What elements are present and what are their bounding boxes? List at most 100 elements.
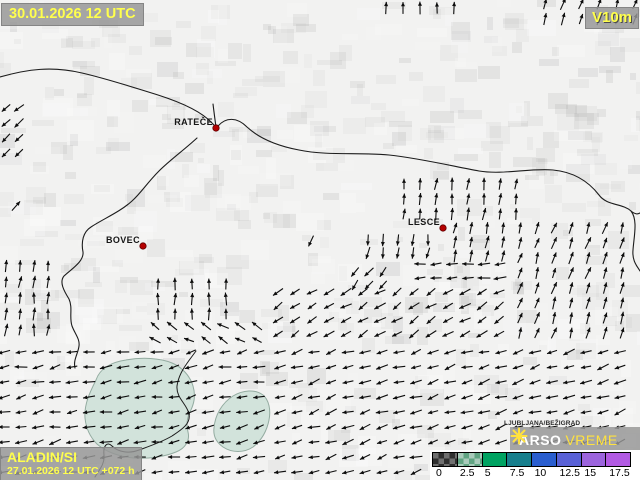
variable-label: V10m xyxy=(591,9,632,26)
legend-label: 0 xyxy=(436,467,442,479)
wind-arrow xyxy=(365,246,371,260)
wind-arrow xyxy=(461,365,473,370)
wind-arrow xyxy=(410,468,422,476)
wind-arrow xyxy=(15,379,27,385)
wind-arrow xyxy=(620,297,625,309)
wind-arrow xyxy=(359,350,371,355)
wind-arrow xyxy=(494,395,508,400)
wind-arrow xyxy=(31,350,45,355)
wind-arrow xyxy=(478,364,490,370)
wind-arrow xyxy=(219,395,231,400)
wind-arrow xyxy=(494,262,506,267)
wind-arrow xyxy=(151,425,163,430)
wind-arrow xyxy=(430,262,442,267)
wind-arrow xyxy=(342,380,354,385)
wind-arrow xyxy=(323,288,335,296)
wind-arrow xyxy=(307,302,317,310)
wind-arrow xyxy=(427,349,439,355)
wind-arrow xyxy=(149,336,161,344)
wind-arrow xyxy=(459,317,471,323)
wind-arrow xyxy=(409,395,423,400)
wind-arrow xyxy=(253,395,265,400)
wind-arrow xyxy=(514,193,519,205)
wind-arrow xyxy=(585,327,591,339)
wind-arrow xyxy=(461,440,473,445)
wind-arrow xyxy=(410,439,422,445)
wind-arrow xyxy=(350,267,360,277)
wind-arrow xyxy=(559,0,566,11)
wind-arrow xyxy=(444,349,456,355)
wind-arrow xyxy=(168,470,180,475)
wind-arrow xyxy=(534,327,540,339)
wind-arrow xyxy=(602,237,608,249)
wind-arrow xyxy=(325,408,337,416)
wind-arrow xyxy=(498,208,503,220)
wind-arrow xyxy=(11,201,21,211)
wind-arrow xyxy=(495,349,507,355)
wind-arrow xyxy=(273,330,283,338)
datetime-stamp: 30.01.2026 12 UTC xyxy=(1,3,144,26)
wind-arrow xyxy=(462,262,474,266)
wind-arrow xyxy=(550,327,558,339)
stations-layer xyxy=(139,124,447,250)
wind-arrow xyxy=(359,395,371,400)
wind-arrow xyxy=(14,133,24,143)
wind-arrow xyxy=(444,439,456,445)
wind-arrow xyxy=(99,364,113,370)
wind-arrow xyxy=(580,410,592,415)
wind-arrow xyxy=(234,321,246,331)
station-dot xyxy=(212,124,220,132)
wind-arrow xyxy=(151,379,163,385)
wind-arrow xyxy=(418,192,423,206)
wind-arrow xyxy=(323,302,335,310)
wind-arrow xyxy=(216,323,230,329)
legend-cell xyxy=(457,453,483,466)
wind-arrow xyxy=(380,233,385,247)
wind-arrow xyxy=(1,103,11,113)
speed-areas-layer xyxy=(84,357,271,459)
wind-arrow xyxy=(202,394,214,400)
wind-arrow xyxy=(202,364,214,370)
wind-arrow xyxy=(477,393,491,401)
wind-arrow xyxy=(602,312,608,324)
wind-arrow xyxy=(494,315,504,325)
wind-arrow xyxy=(485,222,490,234)
wind-arrow xyxy=(116,380,130,385)
wind-arrow xyxy=(418,208,423,220)
wind-arrow xyxy=(495,423,507,431)
wind-arrow xyxy=(569,237,574,249)
wind-arrow xyxy=(358,301,368,311)
wind-arrow xyxy=(427,378,439,386)
wind-arrow xyxy=(340,287,352,297)
wind-arrow xyxy=(410,365,422,370)
wind-arrow xyxy=(291,410,303,415)
wind-arrow xyxy=(273,301,283,311)
wind-arrow xyxy=(476,330,488,338)
wind-arrow xyxy=(529,379,541,385)
wind-arrow xyxy=(290,365,304,370)
wind-arrow xyxy=(291,394,303,400)
wind-arrow xyxy=(32,409,44,415)
wind-arrow xyxy=(15,410,27,415)
wind-arrow xyxy=(466,193,471,205)
wind-arrow xyxy=(340,316,352,324)
wind-arrow xyxy=(584,266,592,280)
wind-arrow xyxy=(291,424,303,430)
wind-arrow xyxy=(1,133,11,143)
wind-arrow xyxy=(291,439,303,445)
wind-arrow xyxy=(253,470,265,475)
wind-arrow xyxy=(408,302,420,310)
wind-arrow xyxy=(117,425,129,430)
wind-arrow xyxy=(1,118,11,128)
wind-arrow xyxy=(65,425,79,430)
wind-arrow xyxy=(459,330,471,338)
wind-arrow xyxy=(274,440,286,445)
wind-arrow xyxy=(168,439,180,445)
wind-arrow xyxy=(359,438,371,446)
wind-arrow xyxy=(460,350,474,355)
wind-arrow xyxy=(342,454,354,460)
wind-arrow xyxy=(495,380,507,385)
wind-arrow xyxy=(442,289,454,295)
wind-arrow xyxy=(48,395,62,400)
